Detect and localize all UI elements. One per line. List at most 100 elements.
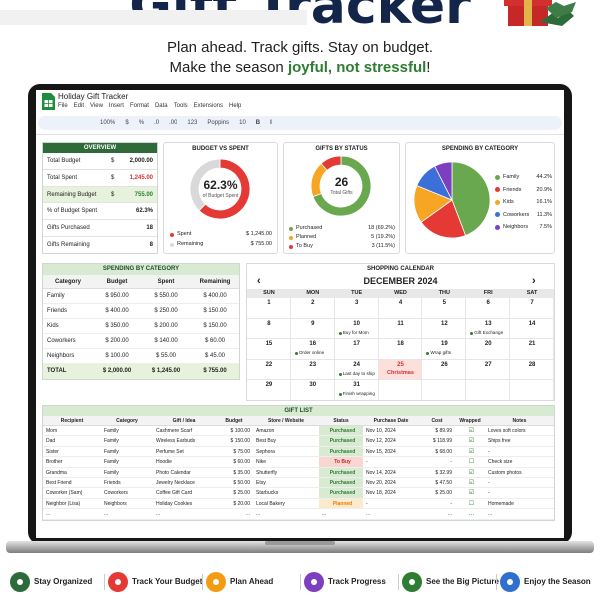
day-number: 23 [309,361,317,368]
calendar-cell: 14 [510,318,554,340]
gift-cell: Purchased [319,467,363,478]
legend-value: 5 (19.2%) [371,234,395,240]
feature-icon-mark [17,579,23,585]
calendar-cell: 2 [290,298,335,319]
gift-cell: Purchased [319,488,363,499]
day-number: 30 [309,382,317,389]
column-header: Budget [215,416,253,426]
chart-title: SPENDING BY CATEGORY [441,146,519,152]
legend-value: $ 755.00 [250,241,272,247]
gift-cell: ... [419,509,455,520]
laptop-base [6,541,594,553]
gift-cell: Family [101,457,153,468]
menu-item: Insert [108,103,124,109]
weekday: THU [422,289,467,298]
table-cell: $ 100.00 [93,349,141,364]
gift-cell: Neighbors [101,499,153,510]
table-cell: Friends [43,304,93,319]
event: Buy for Mom [342,329,369,335]
day-number: 16 [309,341,317,348]
gift-cell: Loves soft colors [485,426,554,437]
gift-cell: Grandma [43,468,101,478]
day-number: 8 [267,320,271,327]
gift-cell: Nike [253,457,319,468]
donut-caption: of Budget Spent [202,193,239,199]
gift-cell: Sephora [253,447,319,458]
calendar-cell: 11 [378,318,423,340]
legend-name: Remaining [177,241,204,247]
next-month[interactable]: › [532,275,536,287]
toolbar-item: 123 [187,120,198,126]
feature-separator [300,574,301,590]
gift-cell: Purchased [319,436,363,447]
gift-cell: Family [101,436,153,447]
table-cell: Family [43,289,93,304]
total-cell: TOTAL [43,364,93,379]
calendar-cell: 30 [291,380,335,400]
event: Last day to ship [342,370,375,376]
gift-cell: Purchased [319,478,363,489]
gift-cell: ☑ [455,436,485,447]
toolbar-item: 100% [100,120,116,126]
day-number: 4 [398,300,403,306]
day-number: 20 [484,341,492,348]
legend-dot [289,226,293,231]
gift-cell: Wireless Earbuds [153,436,215,447]
legend-value: 20.9% [536,186,552,193]
gift-cell: Nov 20, 2024 [363,478,419,489]
menu-item: Tools [173,103,188,109]
weekday: TUE [334,289,379,298]
toolbar-item: Poppins [207,120,230,126]
legend-name: Family [503,174,520,180]
day-number: 13 [484,320,492,327]
overview-label: % of Budget Spent [47,208,98,215]
gift-cell: $ 100.00 [215,426,253,437]
legend-dot [495,224,500,230]
total-cell: $ 2,000.00 [93,364,141,379]
day-number: 6 [486,300,490,306]
calendar-cell: 17 [334,339,379,360]
event: Finish wrapping [342,391,375,397]
overview-panel: OVERVIEW Total Budget $2,000.00 Total Spent… [42,142,158,254]
feature-separator [398,574,399,590]
gift-cell: Amazon [253,426,319,437]
legend-value: $ 1,245.00 [246,231,272,237]
calendar-cell: 25 Christmas [378,359,423,381]
gift-cell: ☐ [455,457,485,468]
calendar-month: DECEMBER 2024 [363,276,438,286]
day-number: 18 [397,341,404,348]
gift-cell: ☑ [455,447,485,458]
gift-cell: $ 150.00 [215,436,253,447]
gift-cell: Family [101,447,153,458]
calendar-cell: 19 Wrap gifts [422,339,467,360]
base-notch [265,541,335,545]
gift-cell: ... [455,509,485,520]
table-cell: Kids [43,319,93,334]
legend-value: 3 (11.5%) [371,243,395,249]
table-cell: $ 60.00 [191,334,239,349]
column-header: Wrapped [455,416,485,426]
column-header: Remaining [191,275,239,289]
gift-cell: Coworker (Sam) [43,488,101,499]
column-header: Category [101,416,153,426]
menu-item: View [90,103,103,109]
prev-month[interactable]: ‹ [257,275,261,287]
day-number: 17 [353,341,360,348]
day-number: 12 [441,320,448,327]
event: Order online [298,350,325,356]
table-cell: $ 150.00 [191,319,239,334]
feature-label: See the Big Picture [426,577,499,586]
legend-name: To Buy [296,243,313,249]
feature-icon-mark [213,579,219,585]
subtagline-end: ! [426,59,431,76]
calendar-cell: 6 [466,298,511,319]
calendar-cell [379,380,423,400]
calendar-cell: 4 [378,298,423,319]
day-number: 26 [441,361,448,368]
event-dot [338,331,342,335]
gift-cell: To Buy [319,457,363,468]
calendar-cell [422,380,467,400]
gift-list-title: GIFT LIST [43,406,554,416]
